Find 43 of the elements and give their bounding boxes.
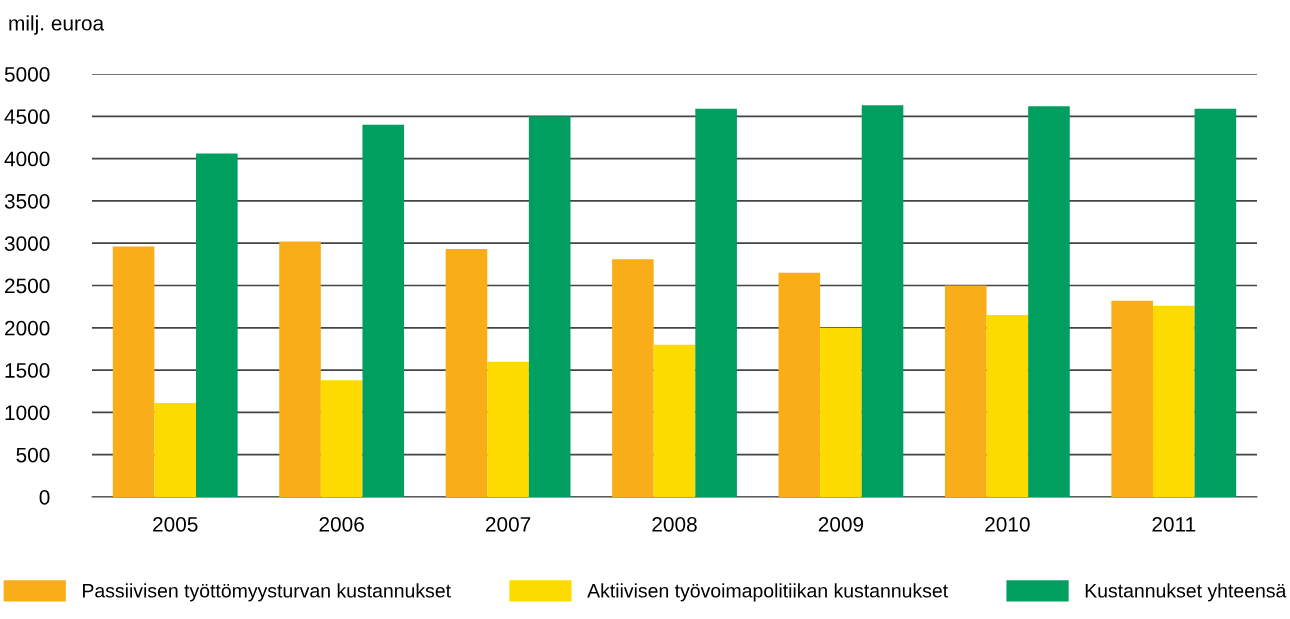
bar xyxy=(445,249,488,497)
bar xyxy=(861,105,904,497)
x-tick-label: 2011 xyxy=(1152,516,1196,532)
x-tick-label: 2005 xyxy=(153,516,198,532)
legend-label: Kustannukset yhteensä xyxy=(1085,583,1287,602)
x-tick-label: 2009 xyxy=(818,516,864,532)
x-tick-label: 2007 xyxy=(485,516,531,532)
bar xyxy=(487,361,529,497)
bar xyxy=(362,124,405,497)
y-tick-label: 5000 xyxy=(4,67,50,82)
bar xyxy=(279,241,321,497)
bar xyxy=(695,108,737,497)
y-tick-label: 3500 xyxy=(4,193,50,209)
bar xyxy=(653,344,696,497)
bar xyxy=(196,153,238,497)
bar xyxy=(320,380,363,497)
bar xyxy=(986,315,1029,497)
bar xyxy=(1111,300,1153,497)
legend-label: Aktiivisen työvoimapolitiikan kustannukset xyxy=(587,583,948,602)
bar xyxy=(778,272,821,497)
y-tick-label: 0 xyxy=(39,490,50,505)
bar xyxy=(1028,106,1070,497)
bar xyxy=(528,116,571,497)
bar xyxy=(820,327,862,497)
y-tick-label: 1500 xyxy=(5,363,50,378)
bar xyxy=(1152,305,1195,497)
y-tick-label: 4000 xyxy=(4,151,50,167)
bar xyxy=(612,259,654,497)
bar xyxy=(1194,108,1237,497)
y-tick-label: 2500 xyxy=(5,278,50,294)
y-tick-label: 500 xyxy=(16,447,50,463)
bar xyxy=(112,246,155,497)
legend-label: Passiivisen työttömyysturvan kustannukset xyxy=(83,583,451,602)
y-tick-label: 1000 xyxy=(5,405,50,421)
bar xyxy=(944,285,987,497)
x-tick-label: 2010 xyxy=(985,516,1030,532)
x-tick-label: 2006 xyxy=(319,516,364,532)
y-axis-title: milj. euroa xyxy=(9,15,105,35)
y-tick-label: 2000 xyxy=(5,320,50,336)
y-tick-label: 4500 xyxy=(4,109,50,125)
x-tick-label: 2008 xyxy=(652,516,697,532)
y-tick-label: 3000 xyxy=(4,236,50,251)
bar xyxy=(154,403,197,497)
